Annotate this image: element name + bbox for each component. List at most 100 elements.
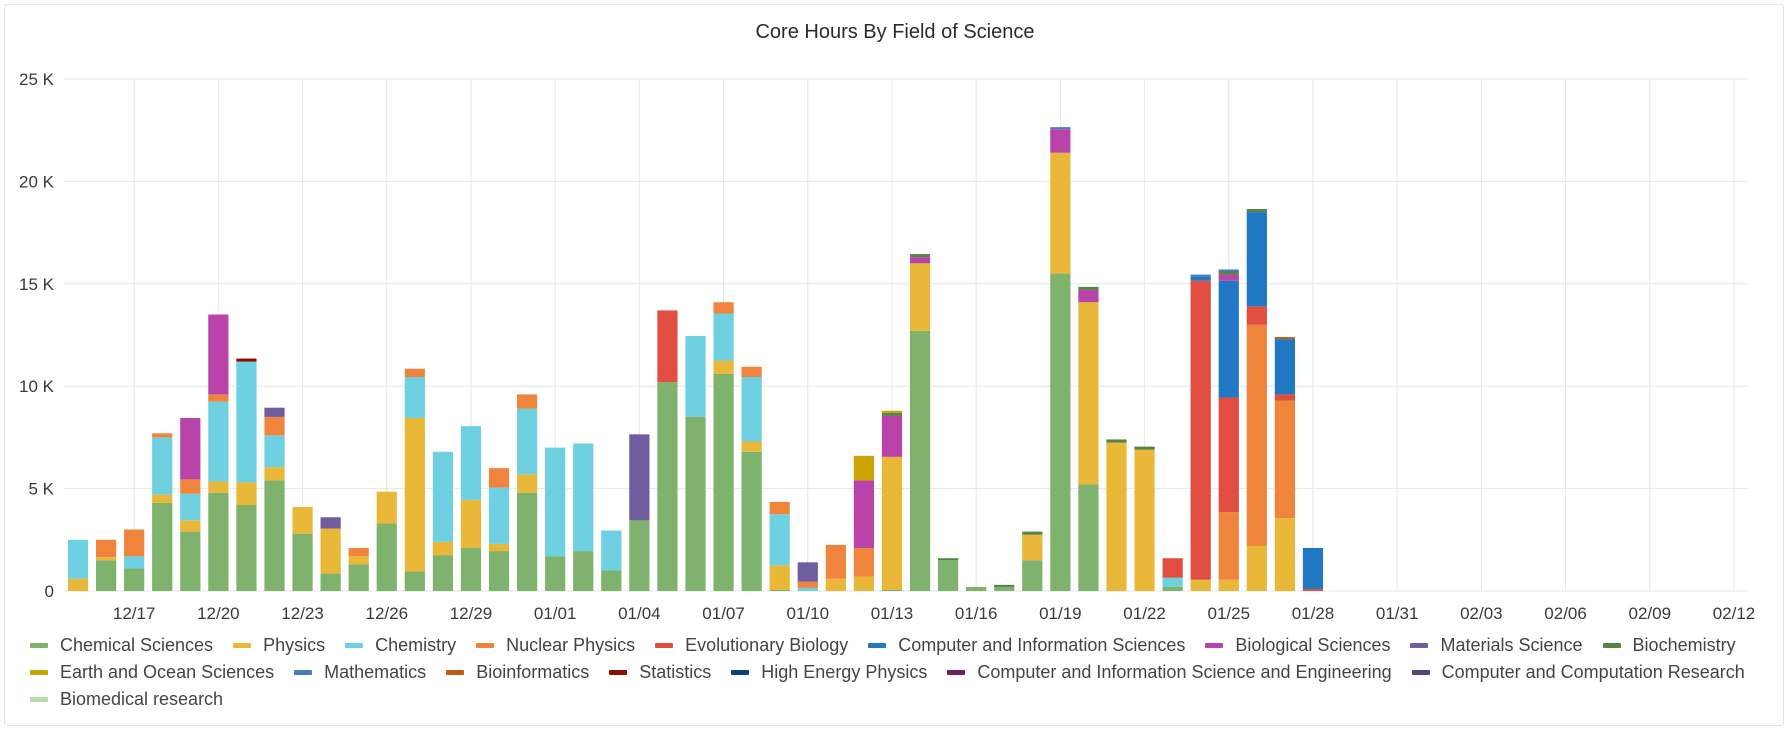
bar-segment[interactable] (264, 467, 285, 481)
bar-segment[interactable] (769, 565, 790, 590)
bar-segment[interactable] (741, 376, 762, 442)
bar-segment[interactable] (180, 493, 201, 521)
bar-segment[interactable] (96, 560, 117, 591)
bar-segment[interactable] (236, 358, 257, 362)
bar-segment[interactable] (1078, 286, 1099, 290)
bar-segment[interactable] (1218, 579, 1239, 591)
bar-segment[interactable] (1246, 545, 1267, 591)
bar-segment[interactable] (264, 435, 285, 468)
bar-segment[interactable] (1246, 209, 1267, 213)
bar-segment[interactable] (1274, 518, 1296, 591)
legend-item[interactable]: Computer and Information Science and Eng… (947, 661, 1392, 683)
bar-segment[interactable] (180, 520, 201, 532)
bar-segment[interactable] (404, 571, 425, 591)
bar-segment[interactable] (881, 456, 903, 590)
bar-segment[interactable] (208, 314, 229, 395)
bar-segment[interactable] (1050, 129, 1071, 153)
bar-segment[interactable] (208, 492, 229, 591)
bar-segment[interactable] (488, 543, 510, 552)
bar-segment[interactable] (1218, 269, 1239, 272)
bar-segment[interactable] (517, 408, 538, 475)
bar-segment[interactable] (685, 416, 706, 591)
bar-segment[interactable] (797, 587, 818, 591)
bar-segment[interactable] (1246, 324, 1267, 546)
bar-segment[interactable] (1106, 439, 1127, 443)
bar-segment[interactable] (573, 443, 594, 552)
bar-segment[interactable] (1302, 588, 1324, 591)
bar-segment[interactable] (432, 451, 454, 542)
bar-segment[interactable] (938, 560, 959, 591)
bar-segment[interactable] (264, 416, 285, 436)
bar-segment[interactable] (292, 507, 313, 534)
bar-segment[interactable] (1190, 579, 1211, 591)
bar-segment[interactable] (545, 556, 566, 591)
bar-segment[interactable] (1274, 400, 1296, 519)
bar-segment[interactable] (152, 494, 173, 503)
bar-segment[interactable] (96, 557, 117, 561)
bar-segment[interactable] (180, 479, 201, 494)
bar-segment[interactable] (404, 376, 425, 418)
bar-segment[interactable] (320, 528, 341, 574)
bar-segment[interactable] (460, 426, 482, 500)
bar-segment[interactable] (909, 330, 931, 591)
bar-segment[interactable] (348, 556, 369, 565)
bar-segment[interactable] (152, 502, 173, 591)
legend-item[interactable]: Computer and Computation Research (1411, 661, 1745, 683)
bar-segment[interactable] (488, 468, 510, 488)
bar-segment[interactable] (124, 556, 145, 569)
bar-segment[interactable] (769, 501, 790, 515)
bar-segment[interactable] (1218, 280, 1239, 398)
bar-segment[interactable] (1078, 289, 1099, 303)
bar-segment[interactable] (769, 589, 790, 591)
bar-segment[interactable] (769, 514, 790, 566)
bar-segment[interactable] (853, 455, 875, 481)
bar-segment[interactable] (825, 578, 846, 591)
bar-segment[interactable] (348, 564, 369, 591)
bar-segment[interactable] (152, 433, 173, 438)
legend-item[interactable]: High Energy Physics (731, 661, 927, 683)
bar-segment[interactable] (909, 254, 931, 258)
bar-segment[interactable] (797, 581, 818, 588)
legend-item[interactable]: Materials Science (1410, 634, 1583, 656)
bar-segment[interactable] (376, 491, 397, 524)
bar-segment[interactable] (573, 551, 594, 591)
legend-item[interactable]: Nuclear Physics (476, 634, 635, 656)
bar-segment[interactable] (853, 547, 875, 577)
bar-segment[interactable] (1134, 449, 1155, 591)
bar-segment[interactable] (517, 474, 538, 493)
bar-segment[interactable] (657, 382, 678, 591)
bar-segment[interactable] (881, 410, 903, 413)
bar-segment[interactable] (909, 257, 931, 264)
bar-segment[interactable] (601, 530, 622, 571)
bar-segment[interactable] (1218, 397, 1239, 513)
bar-segment[interactable] (488, 487, 510, 544)
bar-segment[interactable] (1050, 273, 1071, 591)
bar-segment[interactable] (124, 568, 145, 591)
bar-segment[interactable] (713, 313, 734, 361)
legend-item[interactable]: Evolutionary Biology (655, 634, 848, 656)
legend-item[interactable]: Chemistry (345, 634, 456, 656)
bar-segment[interactable] (517, 492, 538, 591)
bar-segment[interactable] (1078, 302, 1099, 485)
bar-segment[interactable] (741, 366, 762, 377)
bar-segment[interactable] (1022, 560, 1043, 591)
bar-segment[interactable] (713, 360, 734, 374)
bar-segment[interactable] (1246, 212, 1267, 307)
bar-segment[interactable] (1218, 271, 1239, 275)
bar-segment[interactable] (994, 584, 1015, 587)
bar-segment[interactable] (1190, 280, 1211, 580)
bar-segment[interactable] (376, 523, 397, 591)
bar-segment[interactable] (1162, 558, 1183, 578)
bar-segment[interactable] (1190, 274, 1211, 277)
bar-segment[interactable] (1022, 534, 1043, 561)
bar-segment[interactable] (1050, 152, 1071, 274)
bar-segment[interactable] (938, 558, 959, 561)
bar-segment[interactable] (67, 539, 89, 579)
bar-segment[interactable] (1134, 446, 1155, 450)
bar-segment[interactable] (236, 361, 257, 483)
bar-segment[interactable] (741, 451, 762, 591)
bar-segment[interactable] (909, 263, 931, 331)
legend-item[interactable]: Biochemistry (1602, 634, 1736, 656)
bar-segment[interactable] (180, 531, 201, 591)
bar-segment[interactable] (1274, 337, 1296, 340)
